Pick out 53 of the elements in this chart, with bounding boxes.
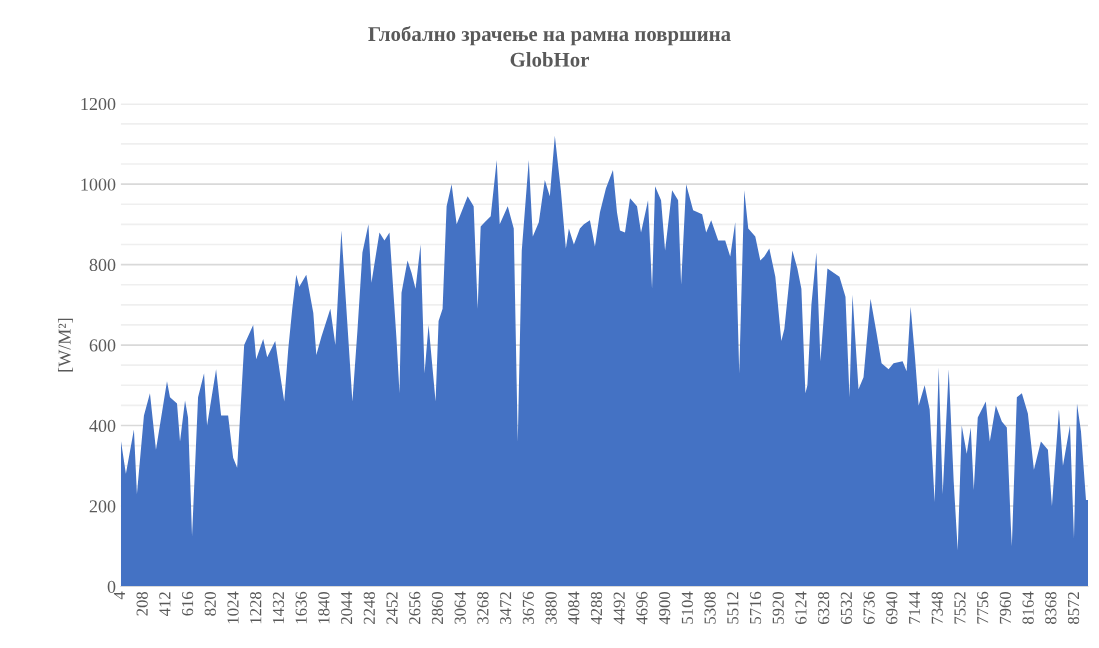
x-tick-label: 1840 (318, 591, 330, 624)
x-tick-label: 3880 (545, 591, 557, 624)
x-tick-label: 616 (182, 591, 194, 616)
y-tick-label: 1000 (81, 178, 116, 191)
x-tick-label: 3472 (500, 592, 512, 624)
x-tick-label: 8368 (1045, 591, 1057, 624)
x-tick-label: 1636 (295, 591, 307, 624)
x-tick-label: 4 (113, 591, 125, 600)
x-tick-label: 2452 (386, 592, 398, 624)
x-tick-label: 1432 (272, 592, 285, 624)
x-tick-label: 3676 (522, 591, 534, 624)
x-tick-label: 3064 (454, 591, 466, 624)
y-tick-label: 600 (89, 339, 116, 352)
x-tick-label: 2656 (409, 591, 421, 624)
x-tick-label: 7960 (999, 591, 1011, 624)
x-tick-label: 208 (136, 591, 148, 616)
x-tick-label: 2044 (340, 591, 353, 624)
x-tick-label: 6532 (840, 592, 852, 624)
chart-title: Глобално зрачење на рамна површина (368, 25, 731, 46)
x-tick-label: 6328 (818, 591, 830, 624)
y-tick-label: 1200 (81, 97, 116, 111)
x-tick-label: 5512 (727, 592, 739, 624)
x-tick-label: 5104 (681, 591, 693, 624)
x-tick-label: 412 (159, 592, 171, 616)
x-tick-label: 5308 (704, 591, 716, 624)
x-tick-label: 4900 (659, 591, 671, 625)
x-tick-label: 4696 (636, 591, 648, 625)
x-tick-label: 5716 (749, 591, 762, 624)
x-tick-label: 7348 (931, 591, 943, 624)
x-tick-label: 8164 (1022, 591, 1034, 624)
x-tick-label: 2860 (431, 591, 444, 624)
y-tick-label: 800 (89, 258, 116, 272)
x-tick-label: 3268 (477, 591, 489, 624)
x-tick-label: 6124 (795, 591, 807, 624)
x-tick-label: 6940 (886, 591, 898, 624)
x-tick-label: 7552 (954, 592, 966, 624)
x-tick-label: 8572 (1067, 592, 1080, 624)
y-tick-label: 400 (89, 419, 116, 432)
x-tick-label: 6736 (863, 591, 875, 624)
x-tick-label: 1024 (227, 591, 239, 624)
x-tick-label: 4084 (568, 591, 580, 625)
x-tick-label: 820 (204, 591, 216, 616)
y-tick-label: 200 (89, 500, 116, 513)
x-tick-label: 7144 (908, 591, 920, 624)
x-tick-label: 1228 (250, 591, 262, 624)
x-tick-label: 5920 (772, 591, 784, 624)
x-tick-label: 4492 (613, 592, 625, 625)
y-tick-label: 0 (107, 580, 116, 593)
x-tick-label: 2248 (363, 591, 375, 624)
y-axis-title: [W/M²] (57, 318, 73, 372)
chart-subtitle: GlobHor (510, 52, 589, 67)
x-tick-label: 7756 (977, 591, 989, 624)
x-tick-label: 4288 (590, 591, 603, 625)
